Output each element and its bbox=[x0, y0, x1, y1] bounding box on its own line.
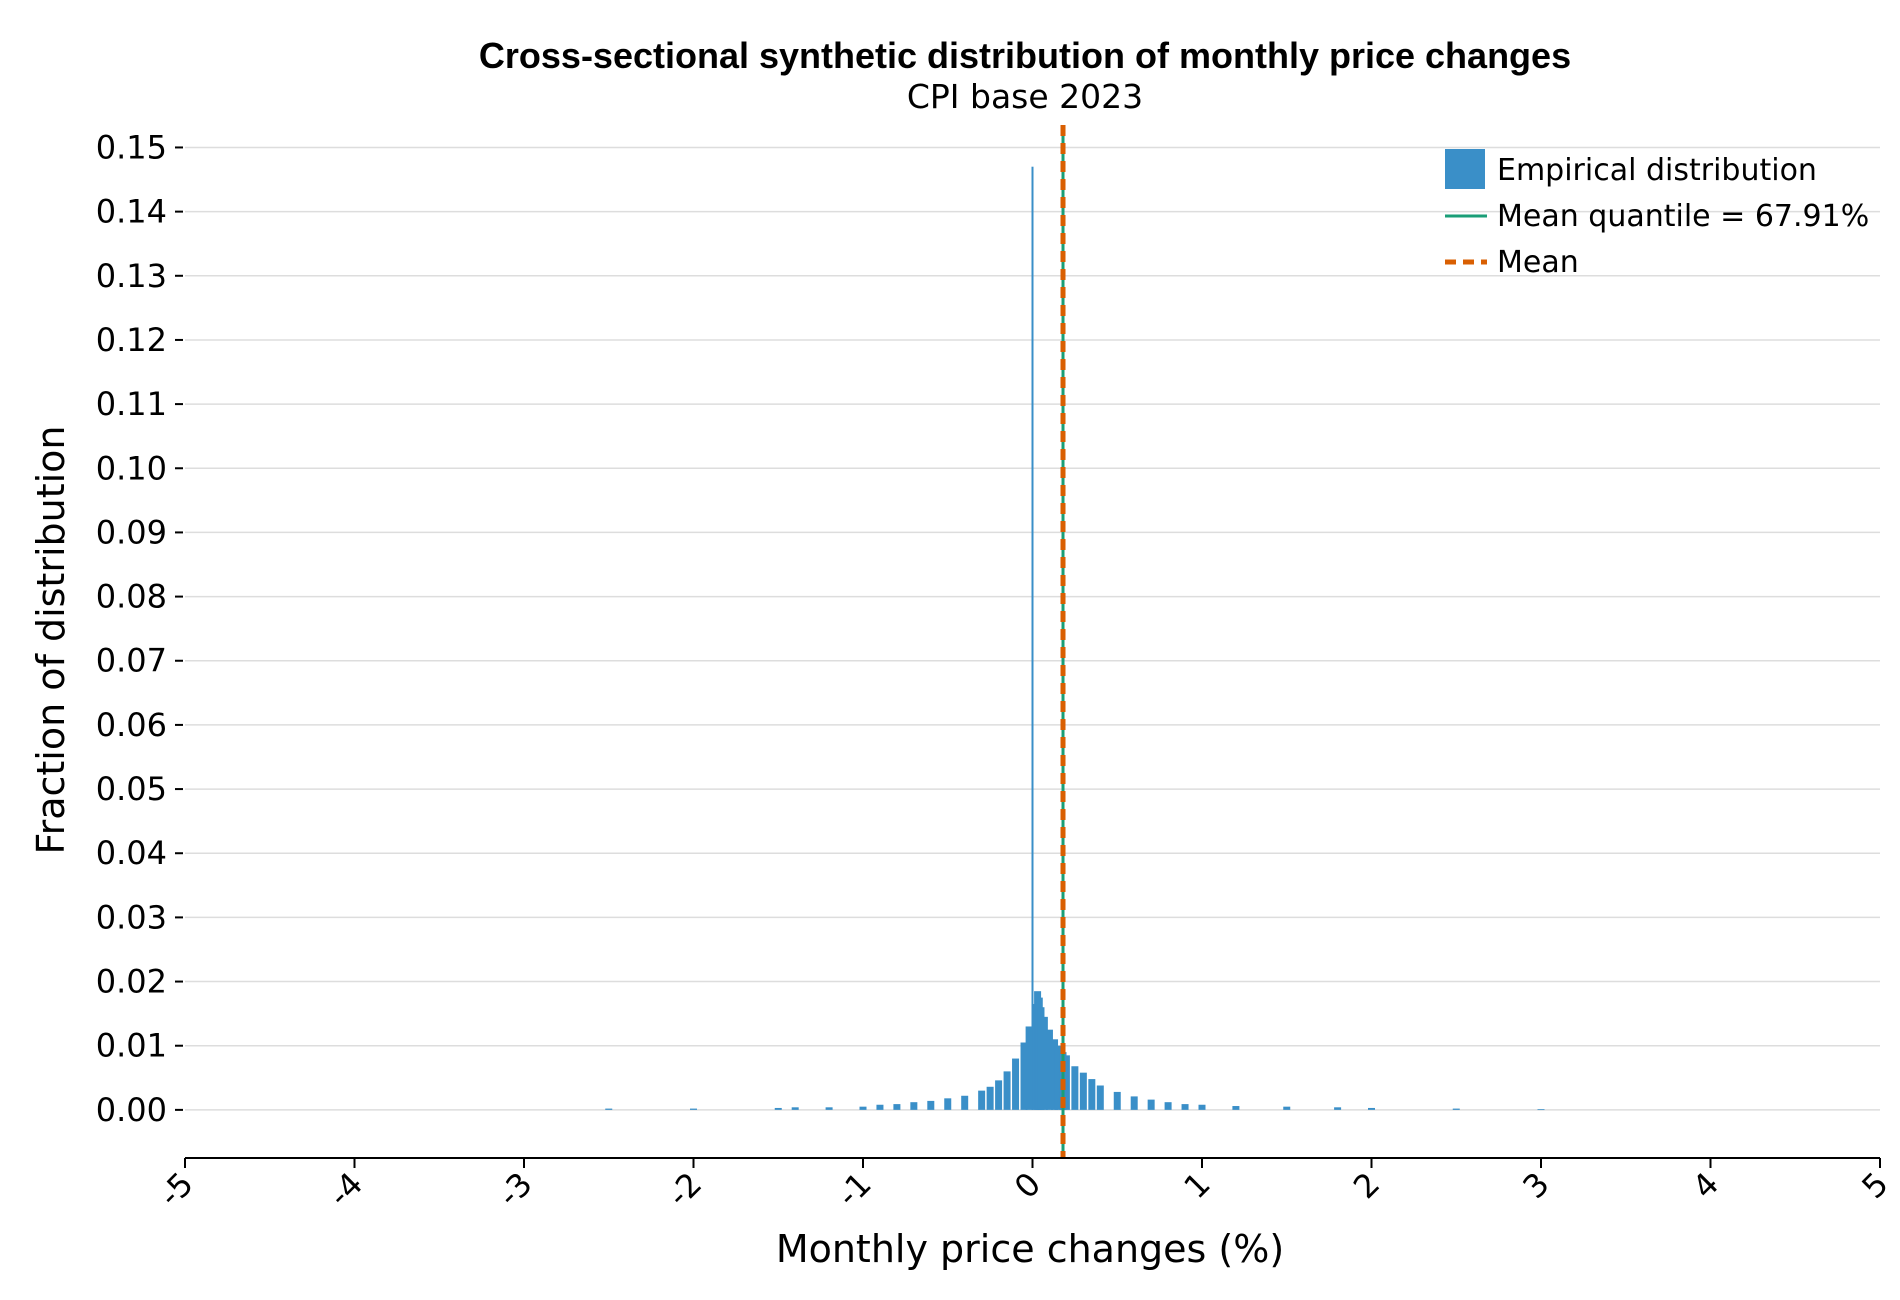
histogram-bar bbox=[605, 1108, 613, 1110]
y-tick-label: 0.13 bbox=[96, 257, 167, 295]
histogram-bar bbox=[927, 1100, 935, 1110]
histogram-bar bbox=[825, 1107, 833, 1110]
histogram-bar bbox=[1130, 1096, 1138, 1110]
y-tick-label: 0.14 bbox=[96, 193, 167, 231]
chart-title: Cross-sectional synthetic distribution o… bbox=[479, 35, 1571, 76]
legend-label-mean: Mean bbox=[1497, 245, 1579, 280]
histogram-bar bbox=[1452, 1108, 1460, 1110]
histogram-bar bbox=[961, 1095, 969, 1110]
y-axis-label: Fraction of distribution bbox=[29, 425, 73, 854]
histogram-bar bbox=[774, 1107, 782, 1110]
y-tick-label: 0.02 bbox=[96, 963, 167, 1001]
histogram-bar bbox=[1113, 1091, 1121, 1110]
histogram-bar bbox=[859, 1106, 867, 1110]
histogram-bar bbox=[1181, 1104, 1189, 1110]
histogram-bar bbox=[1198, 1104, 1206, 1110]
histogram-bar bbox=[1020, 1042, 1028, 1110]
histogram-bar bbox=[1062, 1055, 1070, 1110]
x-axis: -5 -4 -3 -2 -1 0 1 2 3 4 5 bbox=[151, 1157, 1896, 1214]
y-tick-label: 0.12 bbox=[96, 321, 167, 359]
histogram-bar bbox=[791, 1107, 799, 1110]
x-tick-label: -3 bbox=[490, 1165, 539, 1214]
histogram-bar bbox=[1025, 1026, 1033, 1110]
histogram-bar bbox=[910, 1102, 918, 1110]
histogram-bar bbox=[995, 1080, 1003, 1110]
y-tick-label: 0.06 bbox=[96, 706, 167, 744]
x-tick-label: -1 bbox=[829, 1165, 878, 1214]
y-tick-label: 0.10 bbox=[96, 449, 167, 487]
histogram-bar bbox=[690, 1108, 697, 1110]
histogram-bar bbox=[1283, 1106, 1291, 1110]
x-tick-label: 1 bbox=[1176, 1165, 1217, 1206]
y-tick-label: 0.09 bbox=[96, 513, 167, 551]
histogram-bar bbox=[1045, 1029, 1053, 1110]
y-tick-label: 0.04 bbox=[96, 834, 167, 872]
histogram-bar bbox=[1003, 1071, 1011, 1110]
x-tick-label: 5 bbox=[1854, 1165, 1895, 1206]
y-tick-label: 0.01 bbox=[96, 1027, 167, 1065]
y-tick-label: 0.11 bbox=[96, 385, 167, 423]
legend: Empirical distribution Mean quantile = 6… bbox=[1445, 149, 1869, 280]
histogram-bar bbox=[1040, 1016, 1048, 1110]
histogram-bar bbox=[1071, 1066, 1079, 1110]
histogram-bar bbox=[893, 1104, 901, 1110]
histogram-bar bbox=[944, 1098, 952, 1110]
histogram-bar bbox=[1164, 1102, 1172, 1110]
histogram-bar bbox=[978, 1090, 986, 1110]
y-tick-label: 0.05 bbox=[96, 770, 167, 808]
histogram-bar bbox=[986, 1086, 994, 1110]
histogram-bar bbox=[1088, 1079, 1096, 1110]
histogram-bar bbox=[1334, 1107, 1342, 1110]
y-tick-label: 0.00 bbox=[96, 1091, 167, 1129]
x-tick-label: -2 bbox=[660, 1165, 709, 1214]
histogram-bar bbox=[1368, 1107, 1375, 1110]
x-tick-label: -4 bbox=[321, 1165, 370, 1214]
x-tick-label: 0 bbox=[1007, 1165, 1048, 1206]
histogram-bars bbox=[605, 166, 1545, 1111]
histogram-bar bbox=[1079, 1072, 1087, 1110]
y-tick-label: 0.03 bbox=[96, 898, 167, 936]
legend-label-mean-quantile: Mean quantile = 67.91% bbox=[1497, 199, 1869, 234]
legend-swatch-histogram bbox=[1445, 149, 1485, 189]
y-tick-label: 0.15 bbox=[96, 128, 167, 166]
x-tick-label: 4 bbox=[1685, 1165, 1726, 1206]
histogram-bar bbox=[1147, 1099, 1155, 1110]
histogram-bar bbox=[1054, 1045, 1062, 1110]
histogram-bar bbox=[1232, 1106, 1240, 1110]
x-tick-label: 3 bbox=[1515, 1165, 1556, 1206]
y-tick-label: 0.08 bbox=[96, 578, 167, 616]
histogram-bar bbox=[1096, 1085, 1104, 1110]
y-tick-label: 0.07 bbox=[96, 642, 167, 680]
histogram-bar bbox=[1537, 1109, 1545, 1111]
x-tick-label: 2 bbox=[1346, 1165, 1387, 1206]
histogram-bar bbox=[1012, 1058, 1020, 1110]
histogram-bar bbox=[1031, 166, 1034, 1110]
x-axis-label: Monthly price changes (%) bbox=[776, 1227, 1284, 1271]
y-axis-ticks: 0.00 0.01 0.02 0.03 0.04 0.05 0.06 0.07 0.08 0.09… bbox=[96, 128, 183, 1129]
chart-subtitle: CPI base 2023 bbox=[907, 77, 1143, 116]
histogram-bar bbox=[876, 1104, 884, 1110]
x-tick-label: -5 bbox=[151, 1165, 200, 1214]
legend-label-histogram: Empirical distribution bbox=[1497, 153, 1817, 188]
